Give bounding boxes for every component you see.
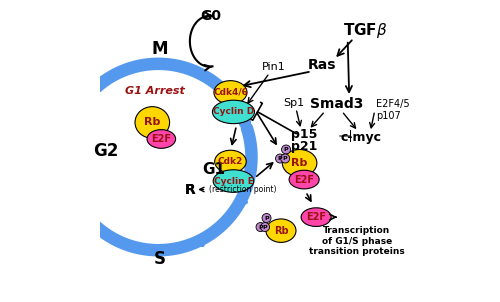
Text: G0: G0 bbox=[200, 9, 222, 23]
Text: of G1/S phase: of G1/S phase bbox=[322, 237, 392, 246]
Text: E2F: E2F bbox=[306, 212, 326, 222]
Ellipse shape bbox=[214, 150, 246, 173]
Ellipse shape bbox=[276, 154, 284, 163]
Ellipse shape bbox=[266, 219, 296, 243]
Ellipse shape bbox=[289, 170, 319, 189]
Ellipse shape bbox=[147, 130, 176, 148]
Ellipse shape bbox=[214, 81, 247, 104]
Text: P: P bbox=[278, 156, 282, 161]
Ellipse shape bbox=[280, 154, 289, 163]
Ellipse shape bbox=[301, 208, 331, 226]
Text: Rb: Rb bbox=[144, 117, 160, 127]
Text: Cdk2: Cdk2 bbox=[218, 157, 243, 166]
Text: P: P bbox=[284, 147, 288, 152]
Text: Rb: Rb bbox=[292, 158, 308, 168]
Text: (restriction point): (restriction point) bbox=[208, 185, 276, 194]
Text: transition proteins: transition proteins bbox=[309, 247, 404, 256]
Text: p15: p15 bbox=[291, 128, 318, 141]
Text: G2: G2 bbox=[93, 142, 118, 160]
Text: Transcription: Transcription bbox=[323, 226, 390, 235]
Text: R: R bbox=[184, 183, 196, 197]
Text: P: P bbox=[264, 216, 269, 220]
Ellipse shape bbox=[135, 107, 170, 138]
Text: ⊣: ⊣ bbox=[338, 128, 352, 146]
Text: TGF$\beta$: TGF$\beta$ bbox=[344, 21, 388, 40]
Ellipse shape bbox=[262, 214, 271, 223]
Text: E2F4/5: E2F4/5 bbox=[376, 99, 410, 109]
Text: c-myc: c-myc bbox=[340, 131, 382, 144]
Text: Cyclin D: Cyclin D bbox=[213, 108, 254, 116]
Ellipse shape bbox=[256, 223, 265, 232]
Text: P: P bbox=[262, 225, 268, 230]
Text: Ras: Ras bbox=[308, 58, 336, 72]
Text: S: S bbox=[154, 250, 166, 268]
Ellipse shape bbox=[260, 223, 270, 232]
Text: p107: p107 bbox=[376, 111, 401, 121]
Text: E2F: E2F bbox=[294, 175, 314, 185]
Ellipse shape bbox=[212, 100, 254, 124]
Text: P: P bbox=[258, 225, 263, 230]
Text: Cyclin E: Cyclin E bbox=[214, 177, 254, 185]
Text: p21: p21 bbox=[291, 140, 318, 153]
Text: G1 Arrest: G1 Arrest bbox=[126, 86, 185, 96]
Text: Pin1: Pin1 bbox=[262, 62, 286, 72]
Text: R: R bbox=[184, 183, 196, 197]
Text: E2F: E2F bbox=[152, 134, 172, 144]
Text: Cdk4/6: Cdk4/6 bbox=[213, 88, 248, 97]
Text: Sp1: Sp1 bbox=[283, 98, 304, 108]
Ellipse shape bbox=[282, 149, 317, 177]
Ellipse shape bbox=[282, 145, 290, 154]
Text: M: M bbox=[152, 40, 168, 58]
Text: P: P bbox=[283, 156, 288, 161]
Ellipse shape bbox=[213, 170, 254, 192]
Text: Smad3: Smad3 bbox=[310, 98, 364, 111]
Text: G1: G1 bbox=[202, 162, 226, 177]
Text: Rb: Rb bbox=[274, 226, 288, 236]
